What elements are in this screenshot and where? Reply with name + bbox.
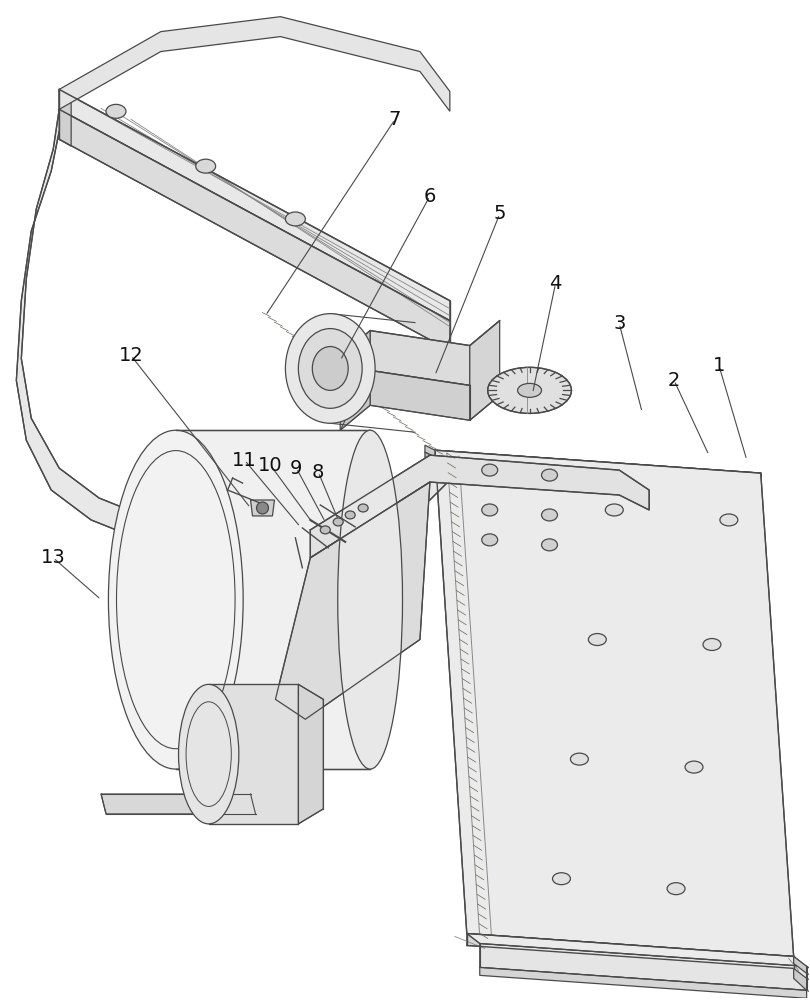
Polygon shape [275,482,430,719]
Text: 8: 8 [312,463,325,482]
Text: 10: 10 [258,456,283,475]
Text: 7: 7 [389,110,401,129]
Ellipse shape [685,761,703,773]
Polygon shape [59,89,71,146]
Text: 1: 1 [713,356,725,375]
Polygon shape [425,445,435,457]
Text: 6: 6 [424,187,436,206]
Polygon shape [435,450,794,956]
Polygon shape [59,17,450,111]
Text: 11: 11 [232,451,257,470]
Polygon shape [59,89,450,321]
Text: 2: 2 [668,371,680,390]
Ellipse shape [518,383,542,397]
Polygon shape [370,370,470,420]
Polygon shape [467,934,794,968]
Ellipse shape [570,753,588,765]
Polygon shape [310,455,649,558]
Ellipse shape [482,534,497,546]
Ellipse shape [482,464,497,476]
Polygon shape [480,943,807,990]
Ellipse shape [298,329,362,408]
Ellipse shape [106,104,126,118]
Polygon shape [340,331,370,430]
Ellipse shape [488,367,571,413]
Polygon shape [370,331,470,385]
Ellipse shape [178,684,239,824]
Ellipse shape [588,634,607,645]
Polygon shape [176,430,370,769]
Text: 4: 4 [549,274,561,293]
Ellipse shape [358,504,368,512]
Ellipse shape [285,212,305,226]
Ellipse shape [109,430,243,769]
Text: 5: 5 [493,204,506,223]
Ellipse shape [605,504,623,516]
Polygon shape [16,109,460,548]
Polygon shape [435,450,761,508]
Polygon shape [425,452,435,462]
Ellipse shape [482,504,497,516]
Text: 9: 9 [290,459,303,478]
Ellipse shape [552,873,570,885]
Ellipse shape [542,539,557,551]
Polygon shape [467,934,807,966]
Text: 3: 3 [613,314,625,333]
Ellipse shape [542,469,557,481]
Text: 13: 13 [40,548,66,567]
Polygon shape [794,956,807,973]
Polygon shape [470,321,500,420]
Ellipse shape [333,518,343,526]
Ellipse shape [338,430,403,769]
Text: 12: 12 [118,346,143,365]
Polygon shape [435,450,761,480]
Ellipse shape [196,159,215,173]
Polygon shape [209,684,298,824]
Polygon shape [298,684,323,824]
Polygon shape [794,968,807,990]
Ellipse shape [313,347,348,390]
Ellipse shape [720,514,738,526]
Ellipse shape [285,314,375,423]
Polygon shape [250,500,275,516]
Polygon shape [59,109,450,351]
Ellipse shape [667,883,685,895]
Ellipse shape [320,526,330,534]
Ellipse shape [542,509,557,521]
Polygon shape [480,967,807,998]
Ellipse shape [257,502,268,514]
Ellipse shape [345,511,355,519]
Ellipse shape [703,639,721,650]
Polygon shape [101,794,255,814]
